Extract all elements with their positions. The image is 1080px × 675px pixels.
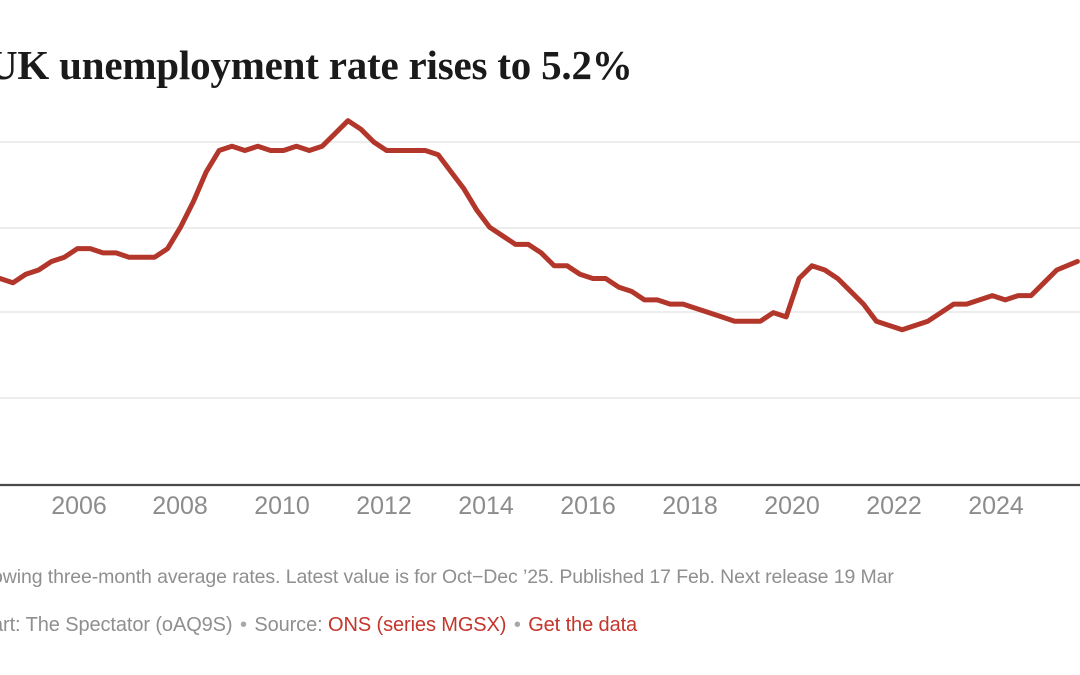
xtick-2020: 2020 xyxy=(764,492,820,520)
xtick-2018: 2018 xyxy=(662,492,718,520)
unemployment-rate-line xyxy=(0,118,1080,333)
chart-plot-area xyxy=(0,95,1080,487)
page-title: UK unemployment rate rises to 5.2% xyxy=(0,42,633,89)
get-the-data-link[interactable]: Get the data xyxy=(528,614,638,636)
credit-source-label: Source: xyxy=(254,614,323,636)
xtick-2012: 2012 xyxy=(356,492,412,520)
line-chart-svg xyxy=(0,118,1080,487)
xtick-2008: 2008 xyxy=(152,492,208,520)
xtick-2010: 2010 xyxy=(254,492,310,520)
credit-separator-2: • xyxy=(513,614,521,636)
xtick-2024: 2024 xyxy=(968,492,1024,520)
chart-credit-line: art: The Spectator (oAQ9S) • Source: ONS… xyxy=(0,614,1080,637)
xtick-2016: 2016 xyxy=(560,492,616,520)
xtick-2006: 2006 xyxy=(51,492,107,520)
gridlines xyxy=(0,141,1080,399)
xtick-2014: 2014 xyxy=(458,492,514,520)
chart-subtitle: owing three-month average rates. Latest … xyxy=(0,566,894,588)
credit-chart-source: art: The Spectator (oAQ9S) xyxy=(0,614,233,636)
credit-separator-1: • xyxy=(239,614,247,636)
ons-source-link[interactable]: ONS (series MGSX) xyxy=(328,614,507,636)
x-axis-tick-labels: 2006 2008 2010 2012 2014 2016 2018 2020 … xyxy=(0,492,1080,532)
xtick-2022: 2022 xyxy=(866,492,922,520)
